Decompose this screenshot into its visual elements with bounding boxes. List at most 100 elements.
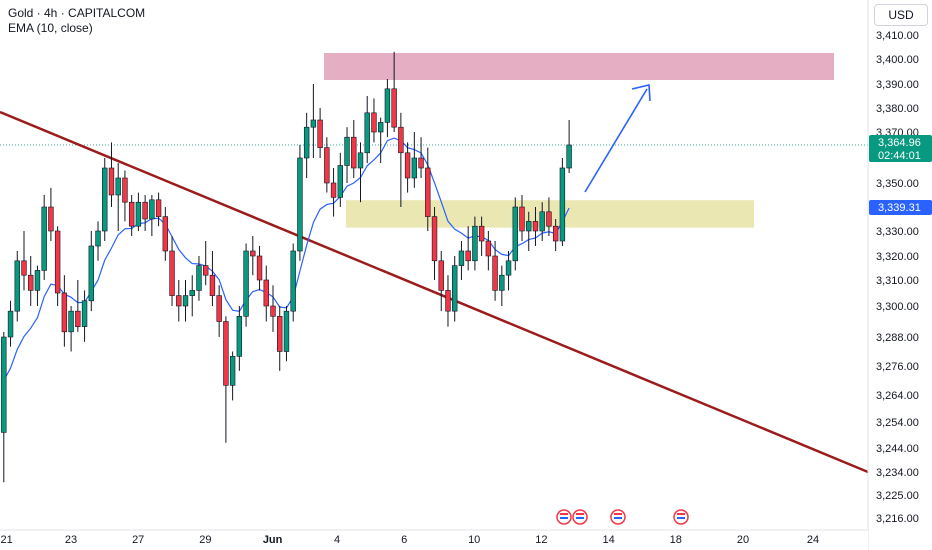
candle-body[interactable]	[391, 88, 397, 128]
candle-body[interactable]	[344, 136, 350, 166]
candle-body[interactable]	[478, 225, 485, 242]
x-tick-label: 12	[535, 534, 547, 546]
candle-body[interactable]	[115, 177, 121, 196]
candle-body[interactable]	[425, 167, 431, 217]
candle-body[interactable]	[337, 165, 343, 198]
candle-body[interactable]	[236, 316, 243, 357]
candle-body[interactable]	[263, 279, 269, 307]
candle-body[interactable]	[324, 147, 330, 184]
candle-body[interactable]	[61, 292, 68, 333]
candle-body[interactable]	[512, 206, 518, 262]
resistance-zone[interactable]	[324, 53, 834, 80]
candle-body[interactable]	[552, 225, 559, 242]
candle-body[interactable]	[149, 199, 155, 220]
candle-body[interactable]	[176, 295, 182, 307]
candle-body[interactable]	[21, 260, 27, 276]
candle-body[interactable]	[95, 230, 101, 247]
candle-body[interactable]	[371, 112, 377, 133]
ema-price-value: 3,339.31	[878, 202, 921, 214]
candle-body[interactable]	[182, 295, 189, 307]
candle-body[interactable]	[88, 245, 94, 302]
candle-body[interactable]	[452, 265, 458, 312]
candle-body[interactable]	[539, 211, 545, 232]
candle-body[interactable]	[155, 199, 162, 217]
candle-body[interactable]	[68, 310, 74, 333]
candle-body[interactable]	[546, 211, 552, 227]
candle-body[interactable]	[330, 182, 337, 198]
candle-body[interactable]	[142, 201, 148, 220]
candle-body[interactable]	[438, 260, 444, 291]
candle-body[interactable]	[14, 260, 20, 312]
candle-body[interactable]	[256, 255, 263, 281]
candle-body[interactable]	[223, 321, 229, 386]
candle-body[interactable]	[505, 260, 512, 276]
candle-body[interactable]	[559, 167, 566, 242]
candle-body[interactable]	[75, 310, 81, 327]
candle-body[interactable]	[102, 167, 108, 232]
candle-body[interactable]	[458, 250, 465, 266]
currency-button[interactable]: USD	[874, 4, 928, 26]
candle-body[interactable]	[364, 112, 370, 154]
candle-body[interactable]	[81, 300, 88, 327]
candle-body[interactable]	[465, 250, 471, 262]
candle-body[interactable]	[492, 255, 498, 291]
price-axis[interactable]	[868, 0, 932, 550]
candle-body[interactable]	[277, 316, 283, 352]
candle-body[interactable]	[566, 144, 572, 169]
candle-body[interactable]	[34, 270, 41, 291]
candle-body[interactable]	[128, 201, 135, 227]
ema-indicator-label[interactable]: EMA (10, close)	[8, 21, 93, 35]
candle-body[interactable]	[203, 265, 209, 276]
time-axis[interactable]	[0, 530, 868, 550]
descending-trendline[interactable]	[0, 110, 869, 474]
candle-body[interactable]	[108, 167, 115, 196]
last-price-label[interactable]	[869, 135, 932, 162]
candle-body[interactable]	[526, 221, 532, 232]
candle-body[interactable]	[404, 152, 411, 179]
candle-body[interactable]	[209, 274, 216, 296]
candle-body[interactable]	[135, 201, 142, 227]
candle-body[interactable]	[519, 206, 525, 232]
candle-body[interactable]	[189, 290, 195, 296]
candle-body[interactable]	[270, 305, 276, 317]
candle-body[interactable]	[169, 250, 175, 296]
candle-body[interactable]	[243, 250, 249, 317]
candle-body[interactable]	[431, 216, 438, 262]
candle-body[interactable]	[283, 310, 290, 352]
candle-body[interactable]	[532, 221, 539, 232]
candle-body[interactable]	[411, 157, 418, 179]
candle-body[interactable]	[357, 152, 364, 169]
candle-body[interactable]	[297, 157, 303, 252]
candle-body[interactable]	[196, 265, 202, 291]
candle-body[interactable]	[162, 216, 169, 252]
candle-body[interactable]	[28, 274, 34, 291]
candle-body[interactable]	[384, 88, 391, 123]
candle-body[interactable]	[7, 310, 14, 338]
candle-body[interactable]	[351, 136, 357, 169]
candle-body[interactable]	[377, 122, 384, 133]
candle-body[interactable]	[122, 177, 128, 203]
candle-body[interactable]	[472, 225, 478, 262]
candle-body[interactable]	[317, 119, 323, 148]
candle-body[interactable]	[445, 290, 451, 312]
candle-body[interactable]	[418, 157, 424, 169]
candle-body[interactable]	[398, 126, 404, 154]
candle-body[interactable]	[229, 356, 236, 386]
x-tick-label: 4	[334, 534, 340, 546]
candle-body[interactable]	[41, 206, 47, 271]
candle-body[interactable]	[48, 206, 54, 232]
candle-body[interactable]	[290, 250, 296, 312]
candle-body[interactable]	[499, 274, 505, 291]
candle-body[interactable]	[250, 250, 256, 257]
candle-body[interactable]	[216, 295, 222, 322]
candle-body[interactable]	[54, 230, 61, 294]
candle-body[interactable]	[310, 119, 317, 128]
candle-body[interactable]	[303, 126, 310, 159]
candle-body[interactable]	[1, 336, 7, 433]
projection-arrow[interactable]	[584, 88, 648, 193]
symbol-title[interactable]: Gold · 4h · CAPITALCOM	[8, 6, 146, 20]
candle-body[interactable]	[485, 240, 492, 257]
ema-price-label[interactable]	[869, 200, 932, 215]
